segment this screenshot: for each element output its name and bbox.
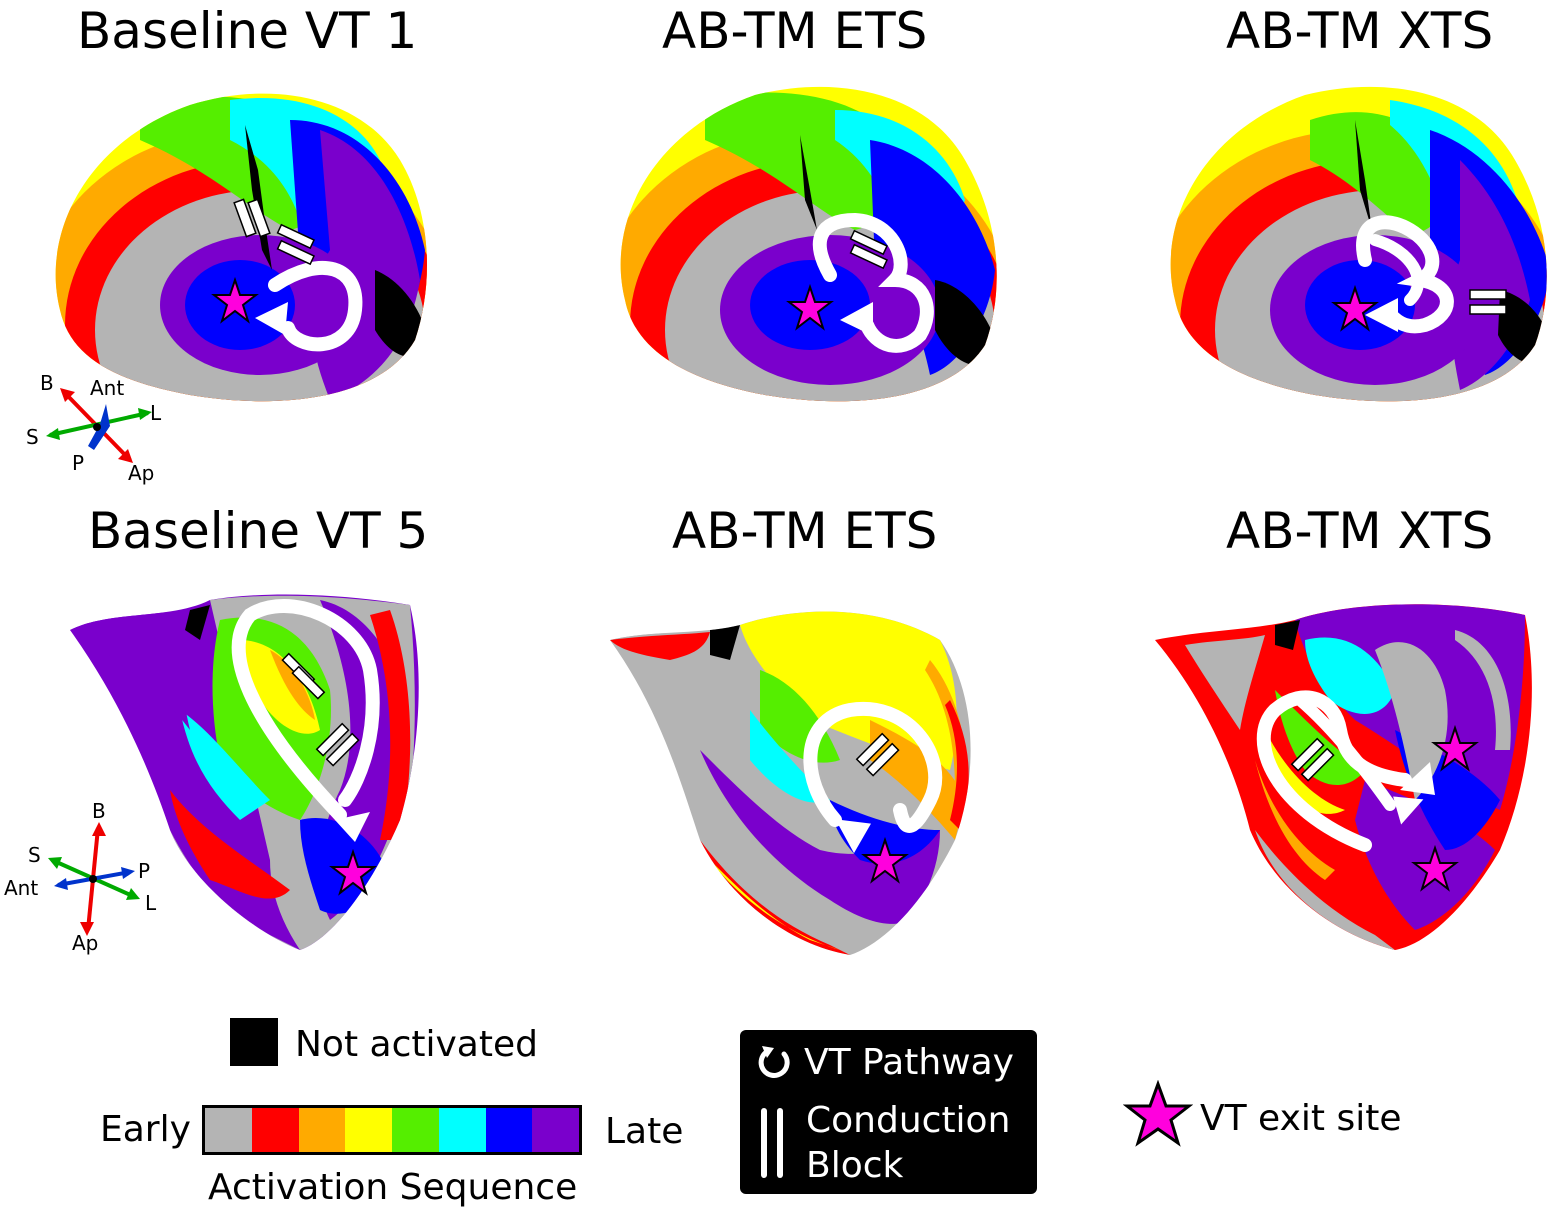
conduction-block-label-line1: Conduction (806, 1100, 1011, 1141)
axis-l-label: L (145, 891, 157, 915)
not-activated-swatch (230, 1018, 278, 1066)
colorbar-swatch (485, 1108, 533, 1152)
colorbar-swatch (205, 1108, 252, 1152)
heart-map-bottom-1 (70, 594, 419, 950)
heart-map-top-1 (55, 93, 428, 402)
title-bottom-1: Baseline VT 5 (88, 502, 429, 560)
exit-star (1431, 724, 1479, 772)
double-bar-icon (761, 1108, 783, 1178)
colorbar-swatch (438, 1108, 486, 1152)
circular-arrow-icon (758, 1046, 790, 1078)
colorbar-swatch (392, 1108, 439, 1152)
title-top-2: AB-TM ETS (662, 2, 928, 60)
axis-ant-label: Ant (90, 376, 124, 400)
colorbar-swatch (345, 1108, 392, 1152)
axis-b-label: B (40, 371, 54, 395)
vt-exit-site-label: VT exit site (1200, 1098, 1402, 1139)
heart-map-top-2 (620, 86, 997, 402)
colorbar-swatch (532, 1108, 579, 1152)
heart-map-top-3 (1170, 86, 1547, 402)
axis-ap-label: Ap (128, 461, 154, 485)
colorbar-swatch (251, 1108, 299, 1152)
axis-ant-label: Ant (4, 876, 38, 900)
axis-l-label: L (150, 401, 162, 425)
colorbar-swatch (298, 1108, 346, 1152)
axis-p-label: P (138, 859, 150, 883)
title-top-3: AB-TM XTS (1226, 2, 1494, 60)
axis-s-label: S (28, 843, 41, 867)
axis-s-label: S (26, 425, 39, 449)
vt-pathway-label: VT Pathway (804, 1042, 1014, 1083)
title-bottom-3: AB-TM XTS (1226, 502, 1494, 560)
exit-star (1331, 284, 1379, 332)
axis-ap-label: Ap (72, 931, 98, 955)
star-icon (1123, 1080, 1193, 1147)
title-top-1: Baseline VT 1 (77, 2, 418, 60)
axis-p-label: P (72, 451, 84, 475)
exit-star (1411, 844, 1459, 892)
activation-colorbar (202, 1105, 582, 1155)
late-label: Late (605, 1111, 684, 1152)
axis-b-label: B (92, 800, 106, 823)
heart-map-bottom-3 (1155, 604, 1532, 951)
pathway-block-legend-box: VT Pathway Conduction Block (740, 1030, 1037, 1194)
exit-star (329, 848, 377, 896)
conduction-block-label-line2: Block (806, 1145, 904, 1186)
early-label: Early (100, 1109, 191, 1150)
exit-star (211, 276, 259, 324)
exit-star (786, 283, 834, 331)
heart-map-bottom-2 (610, 611, 971, 956)
title-bottom-2: AB-TM ETS (672, 502, 938, 560)
exit-star (861, 836, 909, 884)
orientation-axes-top: B Ant L S P Ap (26, 371, 162, 485)
orientation-axes-bottom: B S P Ant L Ap (4, 800, 157, 955)
activation-sequence-label: Activation Sequence (208, 1167, 578, 1208)
not-activated-label: Not activated (295, 1024, 538, 1065)
